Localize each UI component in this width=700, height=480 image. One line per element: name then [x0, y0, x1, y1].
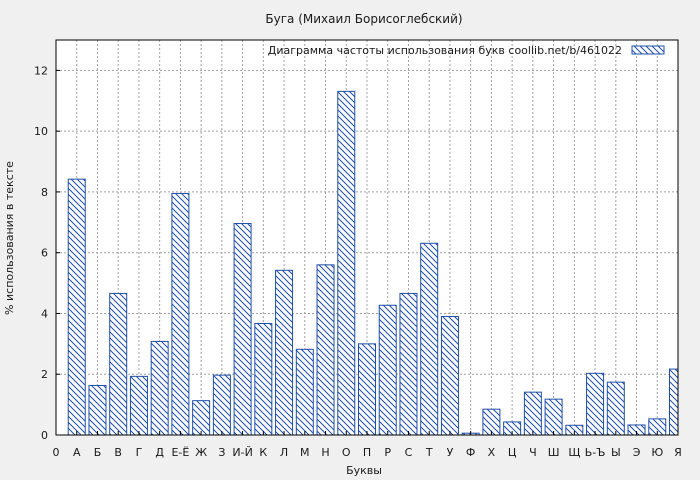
x-tick-label: О — [342, 446, 351, 459]
x-tick-label: Ь-Ъ — [585, 446, 606, 459]
bar — [337, 90, 356, 436]
x-tick-label: П — [363, 446, 371, 459]
x-tick-label: Д — [155, 446, 164, 459]
x-tick-label: А — [73, 446, 81, 459]
x-tick-label: Я — [674, 446, 682, 459]
bars — [67, 90, 679, 436]
legend: Диаграмма частоты использования букв coo… — [268, 44, 665, 57]
x-tick-label: С — [405, 446, 413, 459]
bar — [233, 223, 252, 436]
x-tick-label: Ф — [466, 446, 475, 459]
x-axis: 0 А Б В Г Д Е-Ё Ж З И-Й К Л М Н О П Р С Т У Ф Х Ц Ч Ш Щ Ь-Ъ Ы Э Ю Я — [53, 431, 682, 459]
bar — [440, 316, 459, 436]
bar — [668, 368, 679, 436]
x-tick-label: И-Й — [232, 446, 252, 459]
x-tick-label: З — [218, 446, 225, 459]
x-tick-label: Ю — [651, 446, 663, 459]
y-tick-label: 0 — [41, 429, 48, 442]
legend-label: Диаграмма частоты использования букв coo… — [268, 44, 622, 57]
x-tick-label: М — [300, 446, 310, 459]
x-tick-label: 0 — [53, 446, 60, 459]
bar — [378, 304, 397, 436]
x-tick-label: Н — [321, 446, 329, 459]
bar — [171, 192, 190, 436]
x-tick-label: Р — [384, 446, 391, 459]
legend-swatch — [631, 45, 665, 55]
x-axis-label: Буквы — [346, 464, 382, 477]
x-tick-label: Б — [94, 446, 102, 459]
bar — [295, 348, 314, 436]
bar — [606, 381, 625, 436]
bar — [109, 292, 128, 436]
y-tick-label: 8 — [41, 186, 48, 199]
x-tick-label: Ц — [508, 446, 517, 459]
x-tick-label: Ч — [529, 446, 537, 459]
y-axis: 0 2 4 6 8 10 12 — [34, 64, 60, 442]
x-tick-label: Г — [136, 446, 143, 459]
bar — [150, 340, 169, 436]
y-tick-label: 2 — [41, 368, 48, 381]
bar — [586, 372, 605, 436]
x-tick-label: К — [259, 446, 267, 459]
x-tick-label: У — [447, 446, 454, 459]
bar — [67, 178, 86, 436]
y-axis-label: % использования в тексте — [3, 161, 16, 315]
bar — [88, 384, 107, 436]
x-tick-label: Ж — [195, 446, 207, 459]
bar — [129, 375, 148, 436]
bar — [254, 322, 273, 436]
y-tick-label: 10 — [34, 125, 48, 138]
bar — [357, 343, 377, 436]
y-tick-label: 6 — [41, 247, 48, 260]
bar — [192, 400, 211, 436]
x-tick-label: Х — [488, 446, 496, 459]
x-tick-label: Л — [280, 446, 288, 459]
bar — [212, 374, 231, 436]
x-tick-label: В — [114, 446, 122, 459]
x-tick-label: Э — [633, 446, 641, 459]
bar — [399, 292, 418, 436]
x-tick-label: Ш — [548, 446, 560, 459]
bar — [275, 269, 294, 436]
chart-title: Буга (Михаил Борисоглебский) — [265, 12, 462, 26]
bar — [523, 391, 542, 436]
y-tick-label: 12 — [34, 64, 48, 77]
x-tick-label: Щ — [568, 446, 580, 459]
y-tick-label: 4 — [41, 307, 48, 320]
x-tick-label: Е-Ё — [171, 446, 189, 459]
x-tick-label: Т — [425, 446, 433, 459]
bar — [316, 264, 335, 436]
bar — [420, 242, 439, 436]
bar — [544, 398, 563, 436]
x-tick-label: Ы — [611, 446, 621, 459]
